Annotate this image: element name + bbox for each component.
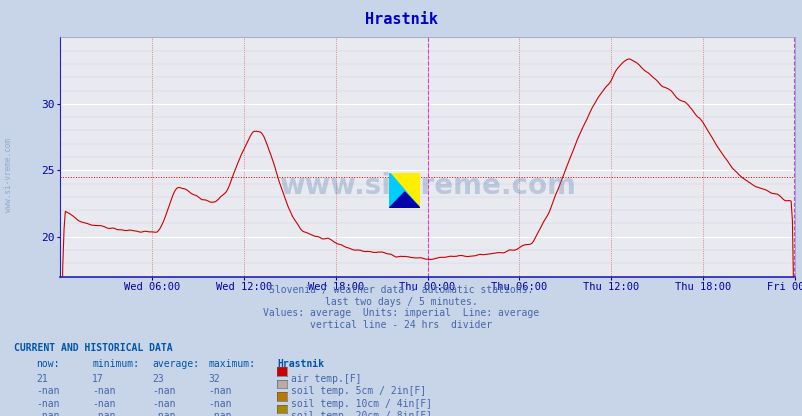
Text: 32: 32 [209, 374, 221, 384]
Text: CURRENT AND HISTORICAL DATA: CURRENT AND HISTORICAL DATA [14, 343, 173, 353]
Polygon shape [389, 173, 419, 208]
Text: Hrastnik: Hrastnik [277, 359, 324, 369]
Text: www.si-vreme.com: www.si-vreme.com [279, 172, 575, 200]
Text: -nan: -nan [152, 386, 176, 396]
Text: now:: now: [36, 359, 59, 369]
Text: -nan: -nan [36, 411, 59, 416]
Text: minimum:: minimum: [92, 359, 140, 369]
Text: 21: 21 [36, 374, 48, 384]
Text: vertical line - 24 hrs  divider: vertical line - 24 hrs divider [310, 320, 492, 330]
Text: Values: average  Units: imperial  Line: average: Values: average Units: imperial Line: av… [263, 308, 539, 318]
Text: soil temp. 20cm / 8in[F]: soil temp. 20cm / 8in[F] [291, 411, 432, 416]
Text: average:: average: [152, 359, 200, 369]
Text: -nan: -nan [92, 399, 115, 409]
Text: www.si-vreme.com: www.si-vreme.com [3, 138, 13, 212]
Text: -nan: -nan [209, 399, 232, 409]
Text: -nan: -nan [152, 411, 176, 416]
Text: soil temp. 10cm / 4in[F]: soil temp. 10cm / 4in[F] [291, 399, 432, 409]
Text: -nan: -nan [92, 386, 115, 396]
Text: -nan: -nan [209, 386, 232, 396]
Text: -nan: -nan [209, 411, 232, 416]
Text: -nan: -nan [92, 411, 115, 416]
Polygon shape [389, 173, 419, 208]
Text: 17: 17 [92, 374, 104, 384]
Text: -nan: -nan [36, 399, 59, 409]
Text: -nan: -nan [36, 386, 59, 396]
Text: -nan: -nan [152, 399, 176, 409]
Text: maximum:: maximum: [209, 359, 256, 369]
Text: Hrastnik: Hrastnik [365, 12, 437, 27]
Text: air temp.[F]: air temp.[F] [291, 374, 362, 384]
Text: 23: 23 [152, 374, 164, 384]
Text: last two days / 5 minutes.: last two days / 5 minutes. [325, 297, 477, 307]
Text: Slovenia / weather data - automatic stations.: Slovenia / weather data - automatic stat… [269, 285, 533, 295]
Polygon shape [389, 192, 419, 208]
Text: soil temp. 5cm / 2in[F]: soil temp. 5cm / 2in[F] [291, 386, 426, 396]
